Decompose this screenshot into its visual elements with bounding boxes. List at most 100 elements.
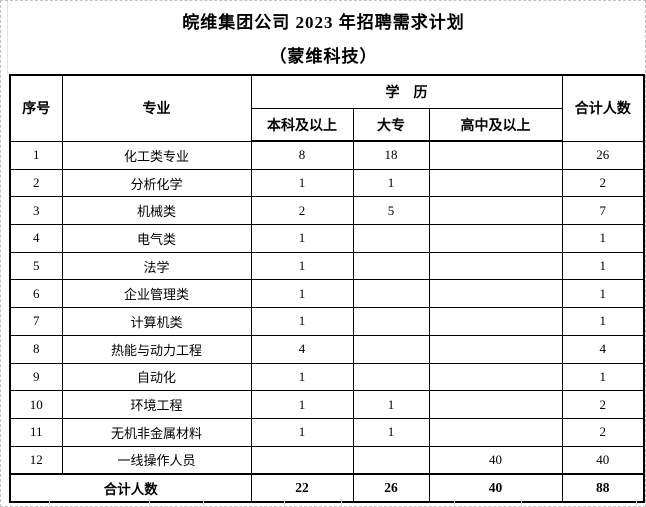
cell-major: 计算机类: [61, 307, 252, 336]
cell-index: 3: [9, 196, 63, 226]
cell-major: 电气类: [61, 224, 252, 253]
col-header-education: 学 历: [250, 74, 563, 109]
cell-bachelor: 1: [250, 307, 354, 336]
cell-highschool: [428, 362, 563, 392]
table-row: 3 机械类 2 5 7: [9, 196, 645, 226]
table-row: 7 计算机类 1 1: [9, 307, 645, 336]
cell-total: 1: [561, 251, 645, 281]
cell-college: [352, 445, 430, 475]
cell-highschool: [428, 251, 563, 281]
total-highschool: 40: [428, 473, 563, 503]
table-row: 2 分析化学 1 1 2: [9, 168, 645, 198]
cell-total: 2: [561, 390, 645, 419]
gridline-stub: [284, 499, 285, 506]
total-row: 合计人数 22 26 40 88: [9, 473, 645, 503]
total-bachelor: 22: [250, 473, 354, 503]
cell-index: 8: [9, 334, 63, 364]
cell-highschool: [428, 196, 563, 226]
cell-total: 4: [561, 334, 645, 364]
cell-bachelor: 1: [250, 168, 354, 198]
col-header-major: 专业: [61, 74, 252, 142]
cell-total: 7: [561, 196, 645, 226]
table-header: 序号 专业 学 历 合计人数 本科及以上 大专 高中及以上: [9, 74, 645, 142]
table-row: 5 法学 1 1: [9, 251, 645, 281]
cell-highschool: [428, 140, 563, 170]
table-row: 4 电气类 1 1: [9, 224, 645, 253]
cell-college: 1: [352, 417, 430, 447]
gridline-stub: [636, 499, 637, 506]
cell-bachelor: 4: [250, 334, 354, 364]
cell-bachelor: 1: [250, 279, 354, 309]
title-block: 皖维集团公司 2023 年招聘需求计划 （蒙维科技）: [7, 1, 639, 74]
cell-total: 1: [561, 307, 645, 336]
table-row: 9 自动化 1 1: [9, 362, 645, 392]
cell-bachelor: [250, 445, 354, 475]
cell-total: 1: [561, 362, 645, 392]
cell-bachelor: 1: [250, 362, 354, 392]
cell-college: 1: [352, 390, 430, 419]
cell-total: 1: [561, 279, 645, 309]
table-row: 1 化工类专业 8 18 26: [9, 140, 645, 170]
cell-major: 机械类: [61, 196, 252, 226]
cell-bachelor: 1: [250, 251, 354, 281]
cell-major: 热能与动力工程: [61, 334, 252, 364]
table-row: 11 无机非金属材料 1 1 2: [9, 417, 645, 447]
cell-college: 1: [352, 168, 430, 198]
gridline-stub: [521, 499, 522, 506]
cell-college: 5: [352, 196, 430, 226]
cell-index: 9: [9, 362, 63, 392]
cell-highschool: [428, 224, 563, 253]
cell-bachelor: 2: [250, 196, 354, 226]
cell-college: [352, 251, 430, 281]
cell-major: 自动化: [61, 362, 252, 392]
cell-index: 1: [9, 140, 63, 170]
total-college: 26: [352, 473, 430, 503]
table-footer: 合计人数 22 26 40 88: [9, 473, 645, 503]
gridline-stub: [454, 499, 455, 506]
cell-bachelor: 1: [250, 390, 354, 419]
table-row: 6 企业管理类 1 1: [9, 279, 645, 309]
cell-major: 企业管理类: [61, 279, 252, 309]
gridline-stub: [49, 499, 50, 506]
gridline-stub: [149, 499, 150, 506]
cell-college: [352, 307, 430, 336]
cell-total: 1: [561, 224, 645, 253]
cell-index: 5: [9, 251, 63, 281]
cell-college: [352, 362, 430, 392]
cell-index: 6: [9, 279, 63, 309]
cell-index: 11: [9, 417, 63, 447]
cell-major: 一线操作人员: [61, 445, 252, 475]
cell-highschool: [428, 417, 563, 447]
cell-highschool: [428, 168, 563, 198]
cell-bachelor: 1: [250, 224, 354, 253]
cell-total: 26: [561, 140, 645, 170]
cell-bachelor: 8: [250, 140, 354, 170]
table-row: 8 热能与动力工程 4 4: [9, 334, 645, 364]
col-header-bachelor: 本科及以上: [250, 108, 354, 142]
cell-total: 2: [561, 168, 645, 198]
cell-index: 4: [9, 224, 63, 253]
cell-index: 10: [9, 390, 63, 419]
table-row: 10 环境工程 1 1 2: [9, 390, 645, 419]
col-header-college: 大专: [352, 108, 430, 142]
table-row: 12 一线操作人员 40 40: [9, 445, 645, 475]
cell-college: [352, 224, 430, 253]
cell-bachelor: 1: [250, 417, 354, 447]
page-title: 皖维集团公司 2023 年招聘需求计划: [182, 13, 465, 32]
cell-total: 40: [561, 445, 645, 475]
cell-major: 化工类专业: [61, 140, 252, 170]
cell-major: 环境工程: [61, 390, 252, 419]
cell-index: 2: [9, 168, 63, 198]
gridline-stub: [203, 499, 204, 506]
header-row-2: 本科及以上 大专 高中及以上: [10, 108, 644, 142]
cell-highschool: [428, 334, 563, 364]
recruitment-table: 序号 专业 学 历 合计人数 本科及以上 大专 高中及以上 1 化工类专业 8 …: [9, 74, 645, 504]
page-subtitle: （蒙维科技）: [269, 47, 378, 66]
cell-major: 分析化学: [61, 168, 252, 198]
cell-highschool: 40: [428, 445, 563, 475]
cell-highschool: [428, 307, 563, 336]
cell-index: 7: [9, 307, 63, 336]
cell-highschool: [428, 390, 563, 419]
cell-index: 12: [9, 445, 63, 475]
